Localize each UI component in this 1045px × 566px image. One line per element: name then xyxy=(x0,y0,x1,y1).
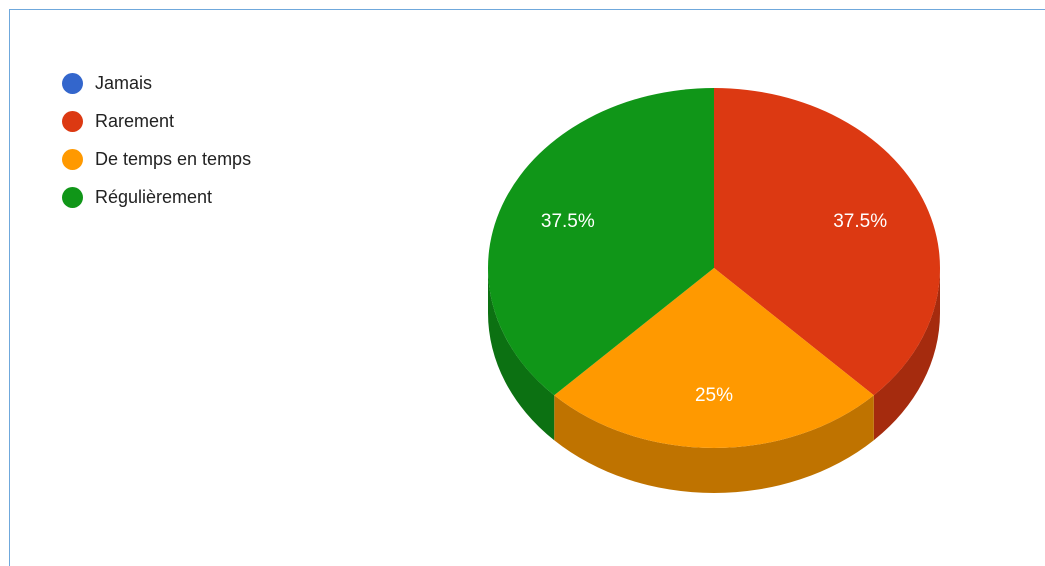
pie-slice xyxy=(714,88,941,396)
legend-swatch-de-temps-en-temps xyxy=(62,148,83,170)
legend-item-de-temps-en-temps[interactable]: De temps en temps xyxy=(62,140,251,178)
legend-item-jamais[interactable]: Jamais xyxy=(62,64,251,102)
legend-swatch-regulierement xyxy=(62,186,83,208)
chart-frame xyxy=(9,9,1045,566)
slice-percent-label: 25% xyxy=(695,385,733,406)
legend-swatch-rarement xyxy=(62,110,83,132)
chart-legend: Jamais Rarement De temps en temps Réguli… xyxy=(62,64,251,216)
pie-slice xyxy=(487,88,714,396)
slice-percent-label: 37.5% xyxy=(541,211,595,232)
legend-swatch-jamais xyxy=(62,72,83,94)
legend-item-rarement[interactable]: Rarement xyxy=(62,102,251,140)
pie-slice-side xyxy=(554,395,874,493)
legend-label: Jamais xyxy=(95,72,153,93)
legend-item-regulierement[interactable]: Régulièrement xyxy=(62,178,251,216)
pie-slice xyxy=(554,268,874,448)
pie-side-group xyxy=(488,268,940,493)
pie-slice-side xyxy=(488,268,555,441)
legend-label: De temps en temps xyxy=(95,148,252,169)
legend-label: Régulièrement xyxy=(95,186,213,207)
slice-percent-label: 37.5% xyxy=(833,211,887,232)
pie-top-group xyxy=(487,88,941,448)
legend-label: Rarement xyxy=(95,110,175,131)
pie-slice-side xyxy=(873,268,940,441)
pie-label-group: 37.5% 25% 37.5% xyxy=(541,211,887,406)
